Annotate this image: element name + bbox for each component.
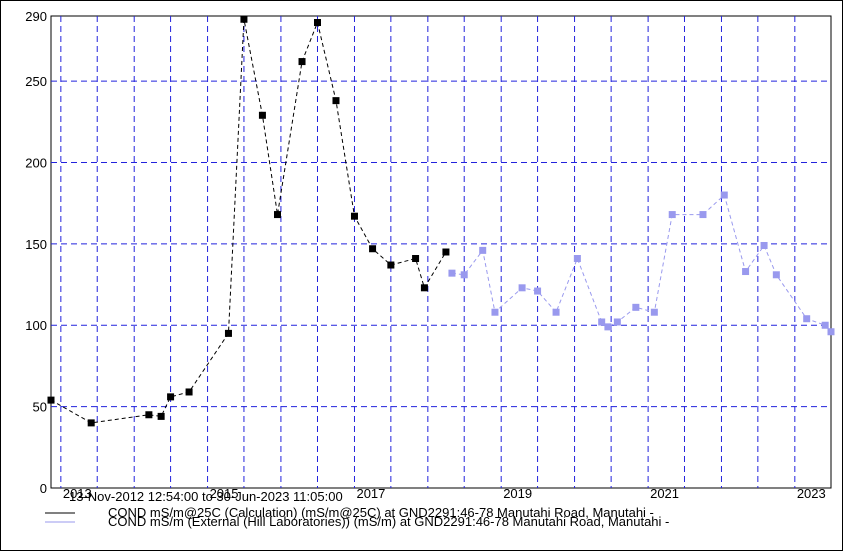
data-point-series-1 [87, 419, 95, 427]
data-point-series-2 [650, 308, 658, 316]
data-point-series-1 [258, 111, 266, 119]
data-point-series-1 [145, 411, 153, 419]
data-point-series-2 [827, 328, 835, 336]
x-tick-label: 2017 [356, 486, 385, 501]
data-point-series-2 [534, 287, 542, 295]
data-point-series-2 [760, 241, 768, 249]
data-point-series-1 [313, 19, 321, 27]
data-point-series-1 [47, 396, 55, 404]
data-point-series-2 [479, 246, 487, 254]
data-point-series-2 [668, 211, 676, 219]
y-tick-label: 150 [25, 237, 47, 252]
data-point-series-2 [613, 318, 621, 326]
x-tick-label: 2015 [210, 486, 239, 501]
plot-area-border [50, 15, 832, 489]
data-point-series-2 [552, 308, 560, 316]
data-point-series-1 [387, 261, 395, 269]
data-point-series-1 [185, 388, 193, 396]
data-point-series-2 [803, 315, 811, 323]
data-point-series-2 [460, 271, 468, 279]
time-range-label: 13-Nov-2012 12:54:00 to 30-Jun-2023 11:0… [69, 489, 343, 504]
data-point-series-1 [157, 412, 165, 420]
data-point-series-1 [412, 255, 420, 263]
y-tick-label: 0 [40, 481, 47, 496]
data-point-series-2 [821, 321, 829, 329]
series-line-1 [50, 19, 447, 424]
axis-ticks: 0 50 100 150 200 250 290 2013 2015 2017 2019 2021 20… [25, 9, 825, 501]
data-point-series-1 [167, 393, 175, 401]
data-point-series-1 [442, 248, 450, 256]
data-point-series-1 [298, 58, 306, 66]
data-point-series-2 [632, 303, 640, 311]
y-tick-label: 290 [25, 9, 47, 24]
y-tick-label: 100 [25, 318, 47, 333]
x-tick-label: 2013 [63, 486, 92, 501]
series-line-2 [451, 194, 832, 333]
data-point-series-2 [742, 268, 750, 276]
x-tick-label: 2023 [797, 486, 826, 501]
y-tick-label: 50 [33, 400, 47, 415]
y-tick-label: 250 [25, 74, 47, 89]
data-point-series-2 [573, 255, 581, 263]
data-point-series-1 [369, 245, 377, 253]
data-point-series-1 [350, 212, 358, 220]
legend-label-1: COND mS/m@25C (Calculation) (mS/m@25C) a… [108, 505, 654, 520]
data-point-series-2 [518, 284, 526, 292]
data-point-series-2 [720, 191, 728, 199]
x-tick-label: 2019 [503, 486, 532, 501]
data-point-series-1 [420, 284, 428, 292]
x-tick-label: 2021 [650, 486, 679, 501]
grid [50, 15, 832, 489]
data-point-series-2 [491, 308, 499, 316]
data-point-series-1 [240, 15, 248, 23]
data-point-series-1 [224, 329, 232, 337]
data-point-series-2 [772, 271, 780, 279]
data-point-series-2 [598, 318, 606, 326]
data-point-series-2 [699, 211, 707, 219]
data-point-series-1 [274, 211, 282, 219]
data-point-series-1 [332, 97, 340, 105]
legend-label-2: COND mS/m (External (Hill Laboratories))… [108, 514, 669, 529]
data-point-series-2 [448, 269, 456, 277]
series-marks [47, 15, 835, 427]
data-point-series-2 [604, 323, 612, 331]
y-tick-label: 200 [25, 155, 47, 170]
legend: COND mS/m@25C (Calculation) (mS/m@25C) a… [45, 505, 669, 529]
